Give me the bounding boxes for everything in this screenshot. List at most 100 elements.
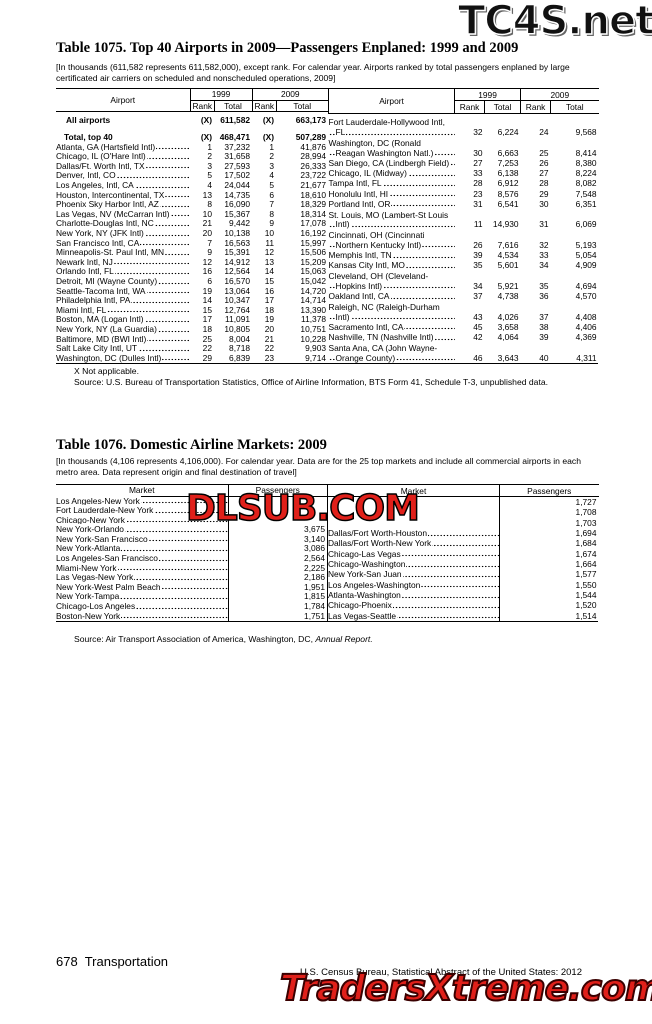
- leader: Boston, MA (Logan Intl): [56, 314, 190, 325]
- cell: 7,253: [497, 157, 519, 168]
- row: Portland Intl, OR 31 6,541 30 6,351: [328, 198, 599, 210]
- row-label: Los Angeles-San Francisco: [56, 553, 159, 564]
- row-label: Charlotte-Douglas Intl, NC: [56, 218, 155, 229]
- cell: 18: [202, 323, 212, 334]
- row: Dallas/Fort Worth-New York 1,684: [327, 538, 599, 549]
- cell: 10: [202, 208, 212, 219]
- cell: 2,564: [227, 553, 327, 564]
- cell: 34: [539, 260, 549, 271]
- leader: Cincinnati, OH (Cincinnati Northern Kent…: [328, 230, 455, 251]
- row: Santa Ana, CA (John Wayne-Orange County)…: [328, 343, 599, 364]
- cell: 1,664: [499, 559, 599, 570]
- leader: Atlanta-Washington: [328, 589, 499, 601]
- name-cell: Honolulu Intl, HI: [328, 188, 455, 200]
- leader: Cleveland, OH (Cleveland-Hopkins Intl): [328, 271, 455, 292]
- row: Fort Lauderdale-New York: [56, 505, 327, 516]
- cell: 14: [264, 266, 275, 277]
- row-label: Tampa Intl, FL: [328, 178, 383, 189]
- cell: 17,078: [300, 218, 327, 229]
- row: New York-Atlanta 3,086: [56, 543, 327, 555]
- cell: 5,601: [497, 260, 519, 271]
- cell: 9,903: [305, 343, 327, 354]
- row-label: Baltimore, MD (BWI Intl): [56, 333, 148, 344]
- cell: 13: [264, 256, 275, 267]
- cell: 15,506: [300, 247, 327, 258]
- cell: 12: [264, 247, 275, 258]
- cell: 4,408: [575, 311, 597, 322]
- row: Houston, Intercontinental, TX 13 14,735 6 18…: [56, 189, 328, 201]
- leader: Seattle-Tacoma Intl, WA: [56, 285, 190, 297]
- cell: 4: [269, 170, 275, 181]
- cell: 27: [473, 157, 483, 168]
- leader: Las Vegas-New York: [56, 572, 228, 583]
- cell: 4,738: [497, 291, 519, 302]
- cell: 6,839: [229, 352, 251, 363]
- row: Chicago, IL (O'Hare Intl) 2 31,658 2 28,994: [56, 151, 328, 162]
- cell: 1,751: [227, 611, 327, 622]
- cell: 23,722: [300, 170, 327, 181]
- row-label: Washington, DC (Ronald Reagan Washington…: [328, 137, 435, 158]
- name-cell: Dallas/Ft. Worth Intl, TX: [56, 160, 190, 172]
- row-label: Chicago-Washington: [328, 558, 407, 569]
- cell: (X): [200, 132, 212, 143]
- row: Detroit, MI (Wayne County) 6 16,570 15 15,04…: [56, 276, 328, 287]
- cell: 4,406: [575, 321, 597, 332]
- cell: 8,004: [229, 333, 251, 344]
- name-cell: Detroit, MI (Wayne County): [56, 276, 190, 287]
- leader: Denver, Intl, CO: [56, 170, 190, 182]
- cell: 4,064: [497, 332, 519, 343]
- row-label: Washington, DC (Dulles Intl): [56, 352, 163, 363]
- cell: 36: [539, 291, 549, 302]
- page-footer: 678 Transportation: [56, 954, 168, 969]
- leader: New York-West Palm Beach: [56, 581, 228, 593]
- row: Cincinnati, OH (Cincinnati Northern Kent…: [328, 230, 599, 251]
- name-cell: Oakland Intl, CA: [328, 291, 455, 302]
- leader: Dallas/Ft. Worth Intl, TX: [56, 160, 190, 172]
- name-cell: Las Vegas, NV (McCarran Intl): [56, 208, 190, 220]
- cell: [227, 506, 327, 516]
- leader: Baltimore, MD (BWI Intl): [56, 333, 190, 345]
- cell: 22: [264, 343, 275, 354]
- cell: 26: [473, 239, 483, 250]
- cell: 663,173: [295, 114, 327, 125]
- cell: 30: [473, 147, 483, 158]
- leader: Detroit, MI (Wayne County): [56, 276, 190, 287]
- cell: 8,224: [575, 168, 597, 179]
- name-cell: Dallas/Fort Worth-New York: [327, 538, 500, 549]
- name-cell: Santa Ana, CA (John Wayne-Orange County): [328, 343, 455, 364]
- header: Airport: [56, 88, 190, 112]
- cell: 4,694: [575, 280, 597, 291]
- row-label: New York-San Francisco: [56, 533, 149, 544]
- cell: 611,582: [220, 114, 251, 125]
- row-label: Dallas/Ft. Worth Intl, TX: [56, 160, 146, 171]
- cell: 11: [265, 237, 275, 248]
- cell: 29: [202, 352, 212, 363]
- row-label: St. Louis, MO (Lambert-St Louis Intl): [328, 209, 449, 230]
- name-cell: Phoenix Sky Harbor Intl, AZ: [56, 199, 190, 210]
- row-label: Las Vegas-New York: [56, 572, 135, 583]
- name-cell: Houston, Intercontinental, TX: [56, 189, 190, 201]
- row-label: Salt Lake City Intl, UT: [56, 343, 138, 354]
- header-row: Airport 1999 2009: [56, 88, 329, 112]
- row: Total, top 40 (X) 468,471 (X) 507,289: [56, 132, 328, 143]
- cell: 1: [269, 141, 275, 152]
- header: 1999: [189, 88, 253, 101]
- header: Rank: [189, 100, 214, 112]
- header-row: Market Passengers: [327, 483, 599, 498]
- leader: Los Angeles-New York: [56, 495, 228, 507]
- name-cell: Chicago-Phoenix: [327, 600, 500, 611]
- row-label: Boston, MA (Logan Intl): [56, 314, 145, 325]
- cell: 8,718: [229, 343, 251, 354]
- cell: 45: [473, 321, 483, 332]
- name-cell: Denver, Intl, CO: [56, 170, 190, 182]
- leader: Tampa Intl, FL: [328, 178, 455, 189]
- cell: 6,069: [575, 219, 597, 230]
- cell: 26,333: [300, 160, 327, 171]
- row-label: Atlanta, GA (Hartsfield Intl): [56, 141, 157, 152]
- name-cell: Chicago-Los Angeles: [56, 601, 228, 612]
- cell: 3: [269, 160, 275, 171]
- cell: 39: [539, 332, 549, 343]
- row-label: New York-Tampa: [56, 591, 121, 602]
- name-cell: New York-Orlando: [56, 524, 228, 535]
- cell: 507,289: [295, 132, 327, 143]
